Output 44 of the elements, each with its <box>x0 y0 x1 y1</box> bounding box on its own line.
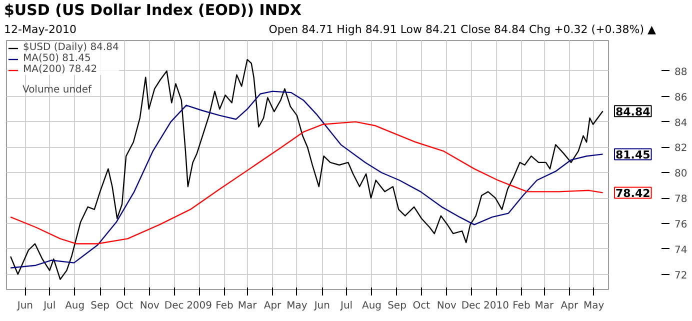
y-tick-label: 76 <box>674 219 688 230</box>
x-tick-label: 2009 <box>186 300 212 312</box>
x-tick-label: Aug <box>65 300 85 312</box>
legend-label: MA(200) 78.42 <box>23 64 98 75</box>
x-tick-label: Sep <box>388 300 406 312</box>
text: Open 84.71 High 84.91 Low 84.21 Close 84.84 Chg +0.32 (+0.38%) ▲ <box>268 22 656 38</box>
x-tick-label: 2010 <box>484 300 509 312</box>
x-tick-label: Nov <box>140 300 160 312</box>
y-tick-label: 88 <box>674 66 688 78</box>
data-label: 84.84 <box>616 106 651 119</box>
x-tick-label: Jul <box>42 300 56 312</box>
legend-label: $USD (Daily) 84.84 <box>23 42 119 53</box>
x-tick-label: Oct <box>412 300 430 312</box>
x-tick-label: Dec <box>164 300 184 312</box>
x-tick-label: Mar <box>534 300 555 312</box>
y-tick-label: 74 <box>674 244 688 256</box>
x-tick-label: Jul <box>340 300 353 312</box>
y-tick-label: 72 <box>674 270 688 282</box>
data-label: 81.45 <box>616 148 650 162</box>
x-tick-label: Apr <box>264 300 282 312</box>
y-tick-label: 82 <box>674 143 688 154</box>
x-tick-label: Dec <box>461 300 481 312</box>
x-tick-label: Mar <box>238 300 258 312</box>
y-tick-label: 78 <box>674 194 688 206</box>
x-tick-label: Aug <box>362 300 382 312</box>
x-tick-label: Jun <box>16 300 34 312</box>
x-tick-label: Nov <box>436 300 456 312</box>
data-label: 78.42 <box>616 187 650 200</box>
chart-title: $USD (US Dollar Index (EOD)) INDX <box>4 0 302 21</box>
annotation: Volume undef <box>22 84 92 96</box>
x-tick-label: Feb <box>512 300 530 312</box>
y-tick-label: 84 <box>674 118 688 129</box>
x-tick-label: Oct <box>116 300 134 312</box>
line-series <box>10 121 604 244</box>
y-tick-label: 80 <box>674 168 688 180</box>
legend-label: MA(50) 81.45 <box>23 53 91 64</box>
x-tick-label: May <box>584 300 604 312</box>
chart-subtitle: 12-May-2010 <box>4 22 76 38</box>
x-tick-label: May <box>286 300 308 312</box>
x-tick-label: Sep <box>90 300 110 312</box>
y-tick-label: 86 <box>674 92 688 104</box>
x-tick-label: Jun <box>313 300 330 312</box>
x-tick-label: Apr <box>560 300 579 312</box>
x-tick-label: Feb <box>216 300 234 312</box>
